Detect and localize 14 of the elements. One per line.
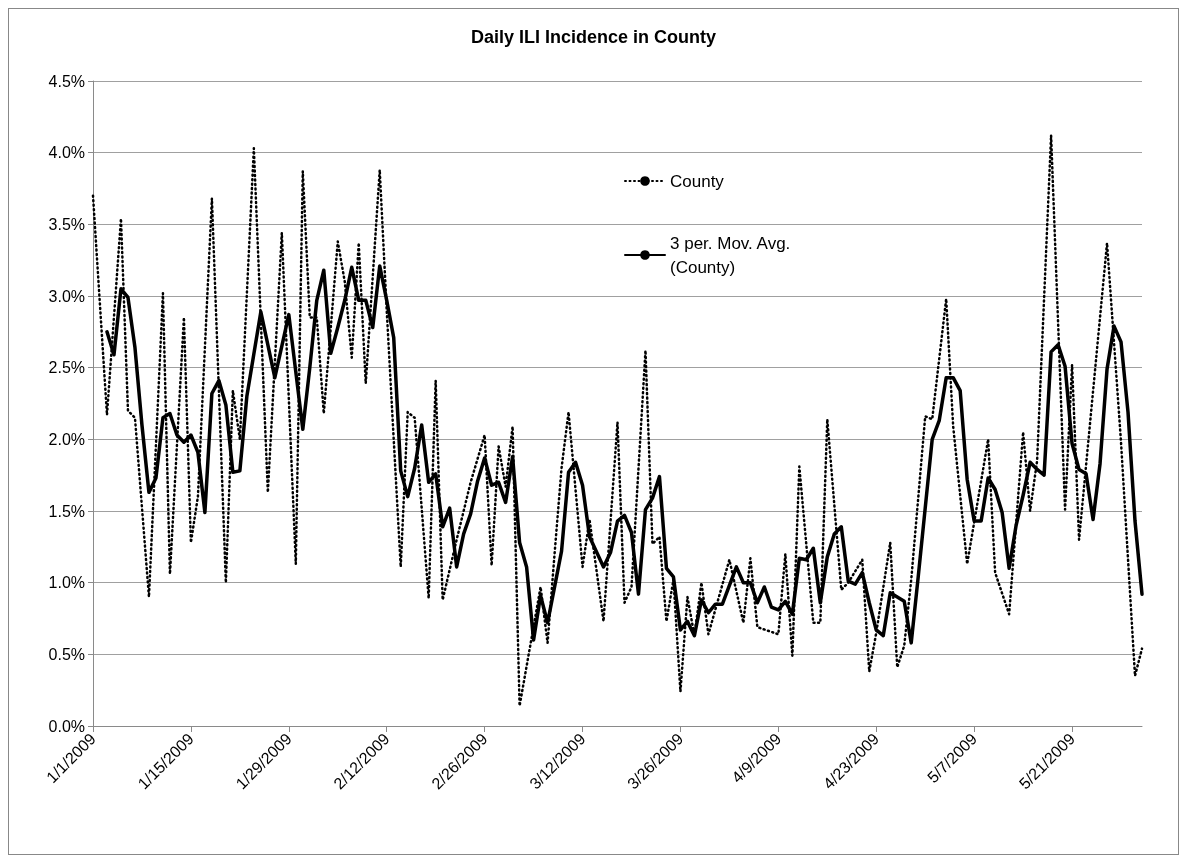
legend-label: 3 per. Mov. Avg. (County) xyxy=(670,233,796,277)
y-tick-label: 0.0% xyxy=(48,717,85,735)
y-tick-label: 2.0% xyxy=(48,430,85,448)
y-tick-label: 2.5% xyxy=(48,359,85,377)
line-series xyxy=(91,134,1144,708)
y-tick-label: 0.5% xyxy=(48,645,85,663)
y-tick-label: 4.0% xyxy=(48,144,85,162)
chart-title: Daily ILI Incidence in County xyxy=(470,27,717,47)
y-tick-label: 4.5% xyxy=(48,72,85,90)
legend-label: County xyxy=(670,171,725,191)
y-tick-label: 1.0% xyxy=(48,574,85,592)
y-tick-label: 3.5% xyxy=(48,215,85,233)
y-tick-label: 3.0% xyxy=(48,287,85,305)
y-tick-label: 1.5% xyxy=(48,502,85,520)
